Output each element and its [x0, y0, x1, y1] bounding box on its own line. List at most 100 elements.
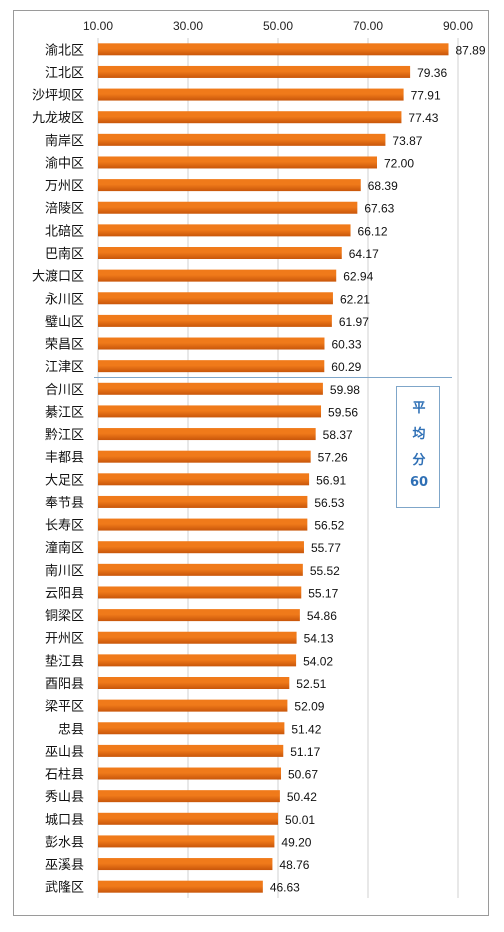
category-label: 城口县 — [45, 813, 84, 828]
bar — [98, 790, 280, 803]
value-label: 55.77 — [311, 541, 341, 555]
category-label: 大渡口区 — [32, 269, 84, 285]
bar — [98, 767, 282, 780]
bar — [98, 382, 323, 395]
category-label: 江津区 — [45, 360, 84, 375]
category-label: 巴南区 — [45, 246, 84, 262]
value-label: 56.53 — [314, 496, 344, 510]
bar — [98, 631, 297, 644]
bar — [98, 65, 411, 78]
category-label: 合川区 — [45, 383, 84, 398]
category-label: 万州区 — [45, 179, 84, 194]
bars — [98, 43, 449, 893]
bar — [98, 405, 322, 418]
x-tick-label: 50.00 — [263, 19, 293, 33]
category-label: 石柱县 — [45, 768, 84, 783]
value-label: 58.37 — [323, 428, 353, 442]
value-label: 50.67 — [288, 768, 318, 782]
category-labels: 渝北区江北区沙坪坝区九龙坡区南岸区渝中区万州区涪陵区北碚区巴南区大渡口区永川区璧… — [32, 42, 84, 895]
value-label: 54.86 — [307, 609, 337, 623]
category-label: 渝中区 — [45, 155, 84, 171]
average-annotation-value: 60 — [409, 475, 429, 490]
value-label: 50.42 — [287, 790, 317, 804]
value-label: 55.17 — [308, 586, 338, 600]
category-label: 九龙坡区 — [32, 111, 84, 126]
category-label: 巫溪县 — [45, 858, 84, 873]
value-labels: 87.89 79.36 77.91 77.43 73.87 72.00 68.39 67.63… — [270, 43, 486, 894]
value-label: 87.89 — [456, 43, 486, 57]
bar — [98, 88, 404, 101]
bar — [98, 609, 300, 622]
category-label: 梁平区 — [45, 700, 84, 715]
category-label: 北碚区 — [45, 224, 84, 239]
value-label: 60.29 — [331, 360, 361, 374]
value-label: 66.12 — [358, 224, 388, 238]
category-label: 潼南区 — [45, 540, 84, 556]
category-label: 武隆区 — [45, 881, 84, 896]
category-label: 彭水县 — [45, 835, 84, 850]
category-label: 綦江区 — [45, 405, 84, 420]
x-tick-label: 90.00 — [443, 19, 473, 33]
value-label: 55.52 — [310, 564, 340, 578]
value-label: 79.36 — [417, 66, 447, 80]
average-annotation-char: 平 — [412, 401, 426, 416]
average-annotation-char: 分 — [412, 453, 426, 468]
bar — [98, 337, 325, 350]
value-label: 57.26 — [318, 451, 348, 465]
bar — [98, 495, 308, 508]
value-label: 77.43 — [408, 111, 438, 125]
bar — [98, 586, 302, 599]
bar — [98, 880, 263, 893]
category-label: 秀山县 — [45, 790, 84, 805]
category-label: 垫江县 — [45, 653, 84, 669]
category-label: 璧山区 — [45, 314, 84, 330]
category-label: 大足区 — [45, 473, 84, 488]
category-label: 开州区 — [45, 632, 84, 647]
category-label: 涪陵区 — [45, 202, 84, 217]
category-label: 永川区 — [45, 292, 84, 307]
value-label: 52.09 — [294, 700, 324, 714]
value-label: 54.02 — [303, 654, 333, 668]
value-label: 64.17 — [349, 247, 379, 261]
value-label: 51.42 — [291, 722, 321, 736]
category-label: 云阳县 — [45, 586, 84, 601]
value-label: 52.51 — [296, 677, 326, 691]
bar — [98, 179, 361, 192]
value-label: 73.87 — [392, 134, 422, 148]
value-label: 48.76 — [279, 858, 309, 872]
value-label: 46.63 — [270, 881, 300, 895]
category-label: 铜梁区 — [45, 609, 84, 624]
x-axis-ticks: 10.00 30.00 50.00 70.00 90.00 — [83, 19, 473, 33]
category-label: 奉节县 — [45, 496, 84, 511]
bar — [98, 654, 297, 667]
value-label: 56.91 — [316, 473, 346, 487]
category-label: 长寿区 — [45, 519, 84, 534]
average-annotation-char: 均 — [412, 427, 426, 442]
bar — [98, 541, 304, 554]
bar — [98, 450, 311, 463]
value-label: 77.91 — [411, 89, 441, 103]
bar — [98, 360, 325, 373]
bar — [98, 314, 332, 327]
category-label: 南岸区 — [45, 133, 84, 149]
bar — [98, 111, 402, 124]
category-label: 江北区 — [45, 66, 84, 81]
bar — [98, 269, 337, 282]
category-label: 巫山县 — [45, 745, 84, 760]
value-label: 61.97 — [339, 315, 369, 329]
bar — [98, 722, 285, 735]
bar — [98, 858, 273, 871]
bar — [98, 812, 279, 825]
bar — [98, 224, 351, 237]
category-label: 黔江区 — [45, 428, 84, 443]
category-label: 丰都县 — [45, 451, 84, 466]
value-label: 62.94 — [343, 270, 373, 284]
bar — [98, 133, 386, 146]
value-label: 59.56 — [328, 405, 358, 419]
category-label: 荣昌区 — [45, 338, 84, 353]
value-label: 56.52 — [314, 519, 344, 533]
bar — [98, 563, 303, 576]
bar — [98, 473, 310, 486]
category-label: 沙坪坝区 — [32, 89, 84, 104]
